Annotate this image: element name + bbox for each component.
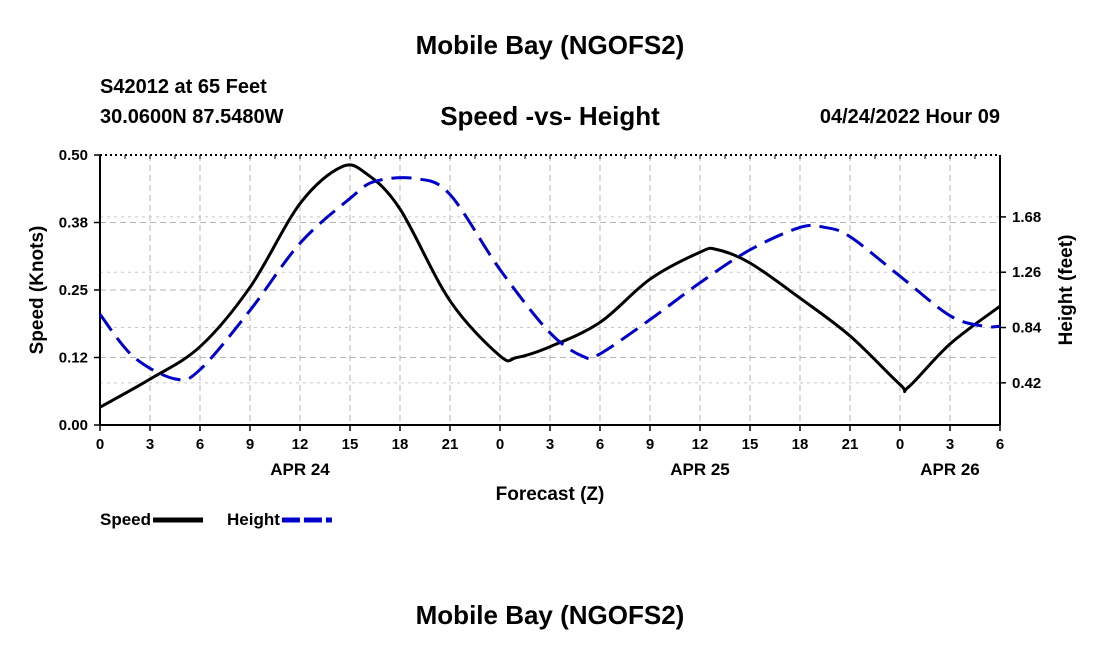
y-tick-label: 0.12 [59, 350, 88, 367]
station-label: S42012 at 65 Feet [100, 76, 267, 98]
series-line-height [98, 176, 1001, 382]
footer-title: Mobile Bay (NGOFS2) [415, 600, 685, 630]
chart-subtitle: Speed -vs- Height [440, 101, 660, 131]
x-tick-label: 3 [146, 436, 154, 453]
x-tick-label: 3 [946, 436, 954, 453]
y2-tick-label: 1.68 [1012, 209, 1041, 226]
x-tick-label: 0 [96, 436, 104, 453]
legend-label-speed: Speed [100, 510, 151, 529]
x-tick-label: 0 [496, 436, 504, 453]
x-tick-label: 18 [392, 436, 409, 453]
x-tick-label: 12 [292, 436, 309, 453]
station-coordinates: 30.0600N 87.5480W [100, 106, 284, 128]
legend-label-height: Height [227, 510, 280, 529]
y-tick-label: 0.38 [59, 215, 88, 232]
x-tick-label: 15 [742, 436, 759, 453]
y-axis-label: Speed (Knots) [27, 226, 48, 355]
y2-tick-label: 0.42 [1012, 375, 1041, 392]
x-tick-label: 9 [646, 436, 654, 453]
x-tick-label: 6 [596, 436, 604, 453]
x-tick-label: 0 [896, 436, 904, 453]
x-tick-label: 15 [342, 436, 359, 453]
y-tick-label: 0.00 [59, 417, 88, 434]
x-tick-label: 12 [692, 436, 709, 453]
y2-axis-label: Height (feet) [1056, 235, 1077, 346]
y-tick-label: 0.50 [59, 147, 88, 164]
series-line-speed [99, 163, 1001, 409]
y2-tick-label: 1.26 [1012, 264, 1041, 281]
x-tick-label: 3 [546, 436, 554, 453]
date-label: APR 26 [920, 460, 980, 479]
x-tick-label: 18 [792, 436, 809, 453]
x-tick-label: 21 [442, 436, 459, 453]
x-tick-label: 6 [196, 436, 204, 453]
x-axis-label: Forecast (Z) [496, 484, 605, 505]
x-tick-label: 6 [996, 436, 1004, 453]
forecast-run-time: 04/24/2022 Hour 09 [819, 106, 1000, 128]
chart-title: Mobile Bay (NGOFS2) [415, 30, 685, 60]
date-label: APR 24 [270, 460, 330, 479]
x-tick-label: 21 [842, 436, 859, 453]
y2-tick-label: 0.84 [1012, 320, 1042, 337]
x-tick-label: 9 [246, 436, 254, 453]
date-label: APR 25 [670, 460, 730, 479]
y-tick-label: 0.25 [59, 282, 88, 299]
